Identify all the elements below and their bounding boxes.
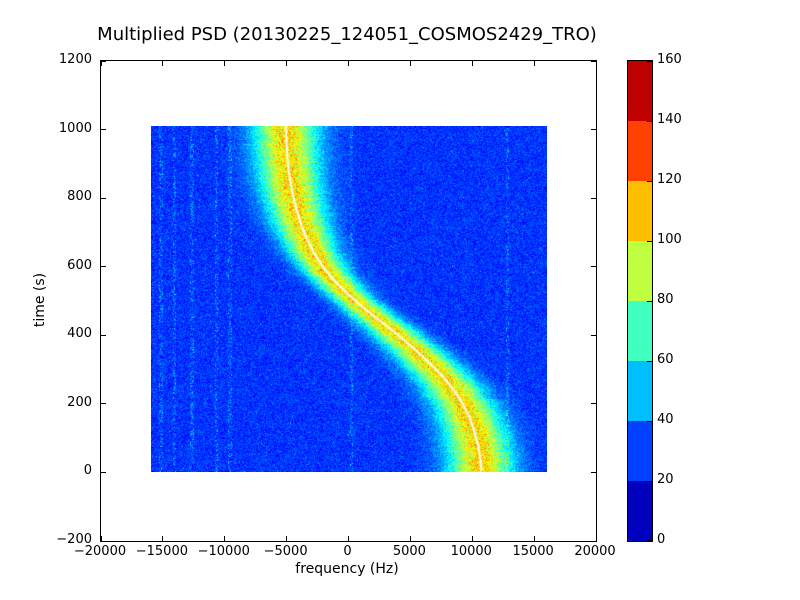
colorbar-tick-label: 160	[657, 52, 697, 68]
y-tick-mark	[101, 61, 106, 62]
x-axis-label: frequency (Hz)	[295, 561, 398, 577]
colorbar-tick-mark	[647, 301, 652, 302]
colorbar-tick-mark	[647, 61, 652, 62]
colorbar-tick-label: 40	[657, 412, 697, 428]
y-tick-mark-right	[591, 541, 596, 542]
colorbar-tick-mark	[647, 540, 652, 541]
colorbar-tick-mark	[647, 361, 652, 362]
y-tick-mark-right	[591, 335, 596, 336]
colorbar-tick-label: 80	[657, 292, 697, 308]
y-tick-label: 600	[0, 258, 92, 274]
y-tick-mark	[101, 129, 106, 130]
colorbar-tick-label: 120	[657, 172, 697, 188]
x-tick-mark-top	[410, 61, 411, 66]
x-tick-label: 20000	[550, 544, 640, 560]
colorbar-tick-label: 100	[657, 232, 697, 248]
x-tick-mark-top	[472, 61, 473, 66]
colorbar-tick-label: 140	[657, 112, 697, 128]
y-tick-label: −200	[0, 532, 92, 548]
colorbar-tick-mark	[647, 181, 652, 182]
plot-area	[100, 60, 597, 542]
y-tick-mark-right	[591, 472, 596, 473]
colorbar-tick-label: 0	[657, 532, 697, 548]
y-tick-mark	[101, 335, 106, 336]
x-tick-mark	[224, 536, 225, 541]
colorbar-tick-label: 20	[657, 472, 697, 488]
colorbar-tick-mark	[647, 481, 652, 482]
colorbar-tick-label: 60	[657, 352, 697, 368]
x-tick-mark	[348, 536, 349, 541]
colorbar	[627, 60, 653, 542]
y-tick-mark-right	[591, 198, 596, 199]
y-tick-label: 0	[0, 463, 92, 479]
heatmap-canvas	[151, 126, 547, 472]
y-tick-label: 1200	[0, 52, 92, 68]
y-tick-label: 400	[0, 326, 92, 342]
y-tick-mark	[101, 541, 106, 542]
x-tick-mark-top	[596, 61, 597, 66]
x-tick-mark-top	[534, 61, 535, 66]
y-tick-mark-right	[591, 403, 596, 404]
x-tick-mark	[410, 536, 411, 541]
figure: Multiplied PSD (20130225_124051_COSMOS24…	[0, 0, 800, 600]
x-tick-mark-top	[348, 61, 349, 66]
y-axis-label: time (s)	[32, 273, 48, 327]
x-tick-mark	[472, 536, 473, 541]
y-tick-label: 1000	[0, 121, 92, 137]
y-tick-label: 200	[0, 395, 92, 411]
x-tick-mark-top	[101, 61, 102, 66]
colorbar-tick-mark	[647, 421, 652, 422]
x-tick-mark	[162, 536, 163, 541]
chart-title: Multiplied PSD (20130225_124051_COSMOS24…	[97, 24, 597, 45]
y-tick-label: 800	[0, 189, 92, 205]
y-tick-mark	[101, 266, 106, 267]
y-tick-mark-right	[591, 266, 596, 267]
y-tick-mark-right	[591, 129, 596, 130]
y-tick-mark	[101, 198, 106, 199]
colorbar-tick-mark	[647, 121, 652, 122]
x-tick-mark	[286, 536, 287, 541]
x-tick-mark-top	[286, 61, 287, 66]
x-tick-mark	[534, 536, 535, 541]
x-tick-mark-top	[162, 61, 163, 66]
y-tick-mark	[101, 472, 106, 473]
y-tick-mark	[101, 403, 106, 404]
y-tick-mark-right	[591, 61, 596, 62]
colorbar-tick-mark	[647, 241, 652, 242]
x-tick-mark-top	[224, 61, 225, 66]
